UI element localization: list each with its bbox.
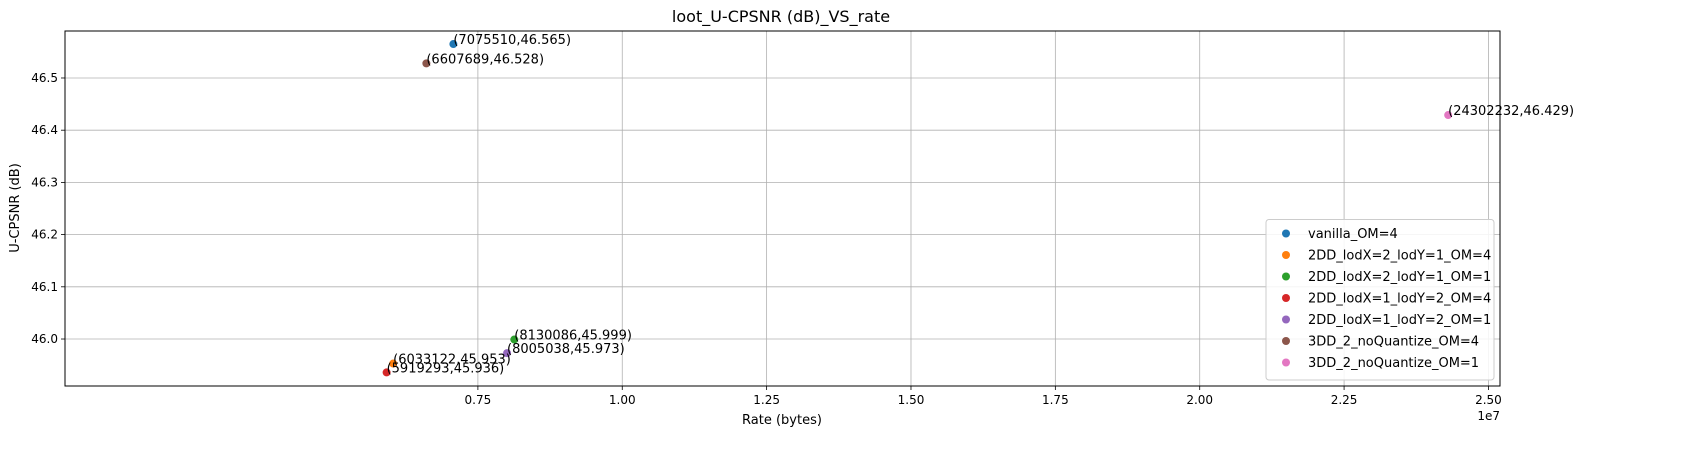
chart-title: loot_U-CPSNR (dB)_VS_rate bbox=[672, 7, 890, 27]
data-point bbox=[422, 59, 431, 68]
x-tick-label: 1.00 bbox=[609, 393, 636, 407]
y-axis-label: U-CPSNR (dB) bbox=[8, 163, 23, 253]
legend-entry: 3DD_2_noQuantize_OM=4 bbox=[1308, 335, 1479, 350]
data-label: (24302232,46.429) bbox=[1448, 104, 1574, 119]
data-label: (6033122,45.953) bbox=[393, 353, 511, 368]
data-label: (6607689,46.528) bbox=[426, 52, 544, 67]
legend-entry: 3DD_2_noQuantize_OM=1 bbox=[1308, 356, 1479, 371]
x-tick-label: 1.75 bbox=[1042, 393, 1069, 407]
data-point bbox=[449, 40, 458, 49]
legend-marker bbox=[1282, 294, 1290, 302]
legend-entry: 2DD_lodX=1_lodY=2_OM=4 bbox=[1308, 292, 1491, 307]
x-tick-label: 1.50 bbox=[898, 393, 925, 407]
y-tick-label: 46.3 bbox=[31, 175, 58, 189]
y-tick-label: 46.5 bbox=[31, 71, 58, 85]
legend-entry: 2DD_lodX=2_lodY=1_OM=1 bbox=[1308, 270, 1491, 285]
x-tick-label: 2.50 bbox=[1475, 393, 1502, 407]
legend-entry: 2DD_lodX=1_lodY=2_OM=1 bbox=[1308, 313, 1491, 328]
data-labels: (7075510,46.565) (6033122,45.953)(8130086… bbox=[387, 33, 1574, 376]
data-point bbox=[389, 359, 398, 368]
data-label: (7075510,46.565) bbox=[453, 33, 571, 48]
legend-box bbox=[1265, 219, 1495, 381]
data-point bbox=[503, 349, 512, 358]
y-tick-label: 46.4 bbox=[31, 123, 58, 137]
data-label: (5919293,45.936) bbox=[387, 361, 505, 376]
data-label: (8130086,45.999) bbox=[514, 329, 632, 344]
x-axis-label: Rate (bytes) bbox=[742, 413, 822, 428]
x-tick-label: 0.75 bbox=[465, 393, 492, 407]
x-tick-label: 2.25 bbox=[1331, 393, 1358, 407]
legend-entry: vanilla_OM=4 bbox=[1308, 227, 1398, 242]
legend-marker bbox=[1282, 337, 1290, 345]
legend-marker bbox=[1282, 251, 1290, 259]
y-tick-label: 46.1 bbox=[31, 280, 58, 294]
legend-marker bbox=[1282, 358, 1290, 367]
y-tick-label: 46.2 bbox=[31, 228, 58, 242]
x-axis-offset-label: 1e7 bbox=[1477, 409, 1500, 423]
data-points bbox=[382, 40, 1453, 377]
grid bbox=[65, 31, 1500, 386]
data-point bbox=[510, 335, 519, 344]
legend: vanilla_OM=4 2DD_lodX=2_lodY=1_OM=4 2DD_lo… bbox=[1265, 219, 1495, 381]
data-point bbox=[382, 368, 391, 377]
plot-frame bbox=[64, 30, 1501, 387]
data-point bbox=[1444, 111, 1453, 120]
x-tick-label: 1.25 bbox=[753, 393, 780, 407]
legend-marker bbox=[1282, 229, 1290, 238]
x-tick-label: 2.00 bbox=[1186, 393, 1213, 407]
axes: 0.75 1.00 1.25 1.50 1.75 2.00 2.25 2.50 46.0 46.1… bbox=[31, 71, 1502, 407]
legend-marker bbox=[1282, 272, 1290, 281]
legend-marker bbox=[1282, 315, 1290, 324]
data-label: (8005038,45.973) bbox=[507, 342, 625, 357]
legend-entry: 2DD_lodX=2_lodY=1_OM=4 bbox=[1308, 249, 1491, 264]
y-tick-label: 46.0 bbox=[31, 332, 58, 346]
